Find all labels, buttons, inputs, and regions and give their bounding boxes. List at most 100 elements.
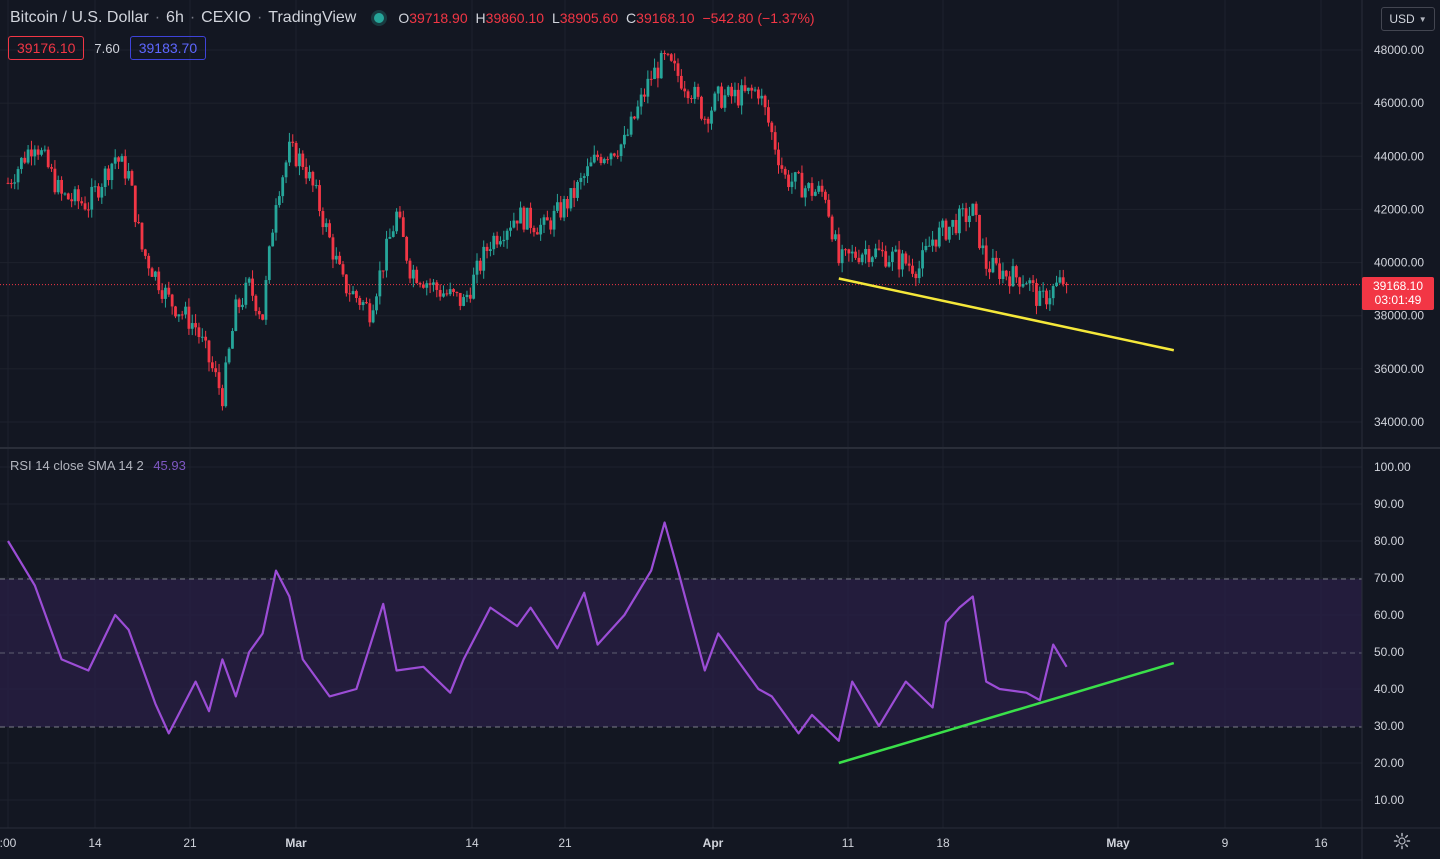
candle-body <box>428 283 432 285</box>
time-axis[interactable]: :00 14 21 Mar 14 21 Apr 11 18 May 9 16 <box>0 836 1328 850</box>
candle-body <box>422 284 425 288</box>
candle-body <box>455 291 459 293</box>
candle-body <box>1008 276 1012 287</box>
rsi-tick-label: 30.00 <box>1374 719 1404 733</box>
candle-body <box>26 149 30 163</box>
candle-body <box>723 95 727 108</box>
candle-body <box>110 163 114 181</box>
candle-body <box>539 224 543 235</box>
candle-body <box>586 166 589 177</box>
candle-body <box>710 110 713 124</box>
last-price-label: 39168.10 03:01:49 <box>1362 277 1434 310</box>
rsi-axis[interactable]: 100.00 90.00 80.00 70.00 60.00 50.00 40.00 30.0… <box>1374 460 1411 807</box>
candle-body <box>602 159 606 164</box>
candle-body <box>264 280 268 320</box>
gear-icon[interactable] <box>1393 832 1411 850</box>
candle-body <box>592 154 596 163</box>
rsi-trendline[interactable] <box>838 661 1175 765</box>
candle-body <box>66 193 70 200</box>
candle-body <box>860 254 864 263</box>
candle-body <box>830 216 834 240</box>
candle-body <box>227 348 231 363</box>
candle-body <box>318 185 321 212</box>
candle-body <box>247 278 251 283</box>
candle-body <box>780 165 784 169</box>
candle-body <box>857 257 861 263</box>
candle-body <box>834 234 837 240</box>
candle-body <box>656 67 660 79</box>
candle-body <box>113 157 117 164</box>
candle-body <box>1031 280 1035 284</box>
interval[interactable]: 6h <box>166 9 184 26</box>
price-tick-label: 44000.00 <box>1374 149 1424 163</box>
candle-body <box>713 93 717 111</box>
candle-body <box>1055 282 1058 287</box>
candle-body <box>931 239 934 246</box>
candle-body <box>184 306 187 315</box>
candle-body <box>566 199 569 209</box>
candle-body <box>921 250 924 269</box>
candle-body <box>649 78 653 80</box>
candle-body <box>988 268 991 273</box>
candlestick-series[interactable] <box>6 50 1068 411</box>
candle-body <box>676 63 680 76</box>
candle-body <box>271 232 275 247</box>
currency-button[interactable]: USD ▼ <box>1381 7 1435 31</box>
candle-body <box>20 157 23 170</box>
candle-body <box>529 207 532 228</box>
candle-body <box>462 297 465 306</box>
candle-body <box>589 162 593 167</box>
candle-body <box>385 238 388 271</box>
candle-body <box>291 141 295 143</box>
sell-button[interactable]: 39176.10 <box>8 36 85 60</box>
candle-body <box>1045 290 1048 305</box>
rsi-legend: RSI 14 close SMA 14 2 45.93 <box>10 458 186 473</box>
candle-body <box>301 153 305 167</box>
candle-body <box>405 236 409 261</box>
candle-body <box>954 220 958 234</box>
candle-body <box>361 302 365 306</box>
price-axis[interactable]: 48000.00 46000.00 44000.00 42000.00 40000.00… <box>1374 43 1424 429</box>
candle-body <box>73 189 77 202</box>
candle-body <box>690 98 693 100</box>
candle-body <box>452 289 455 292</box>
candle-body <box>1058 277 1062 283</box>
candle-body <box>445 293 449 295</box>
candle-body <box>927 245 931 247</box>
buy-button[interactable]: 39183.70 <box>129 36 207 60</box>
candle-body <box>951 220 955 227</box>
rsi-tick-label: 100.00 <box>1374 460 1411 474</box>
rsi-line[interactable] <box>7 521 1068 742</box>
price-tick-label: 34000.00 <box>1374 415 1424 429</box>
rsi-tick-label: 10.00 <box>1374 793 1404 807</box>
candle-body <box>944 220 948 240</box>
rsi-name[interactable]: RSI <box>10 458 32 473</box>
candle-body <box>907 263 911 266</box>
candle-body <box>750 87 754 91</box>
candle-body <box>40 150 43 155</box>
candle-body <box>790 181 794 188</box>
candle-body <box>371 310 375 323</box>
candle-body <box>619 144 623 157</box>
candle-body <box>130 171 134 186</box>
candle-body <box>23 157 27 163</box>
candle-body <box>606 159 610 161</box>
candle-body <box>1051 286 1055 299</box>
rsi-tick-label: 50.00 <box>1374 645 1404 659</box>
candle-body <box>174 306 177 317</box>
market-status-icon[interactable] <box>374 13 385 23</box>
candle-body <box>344 274 348 294</box>
candle-body <box>288 141 291 163</box>
candle-body <box>13 182 17 184</box>
candle-body <box>1028 280 1032 284</box>
candle-body <box>237 299 241 308</box>
candle-body <box>351 291 355 295</box>
candle-body <box>154 271 157 277</box>
candle-body <box>887 262 891 267</box>
candle-body <box>904 253 908 264</box>
symbol-name[interactable]: Bitcoin / U.S. Dollar <box>10 9 149 26</box>
candle-body <box>579 177 583 182</box>
price-trendline[interactable] <box>838 277 1175 352</box>
candle-body <box>757 89 760 99</box>
